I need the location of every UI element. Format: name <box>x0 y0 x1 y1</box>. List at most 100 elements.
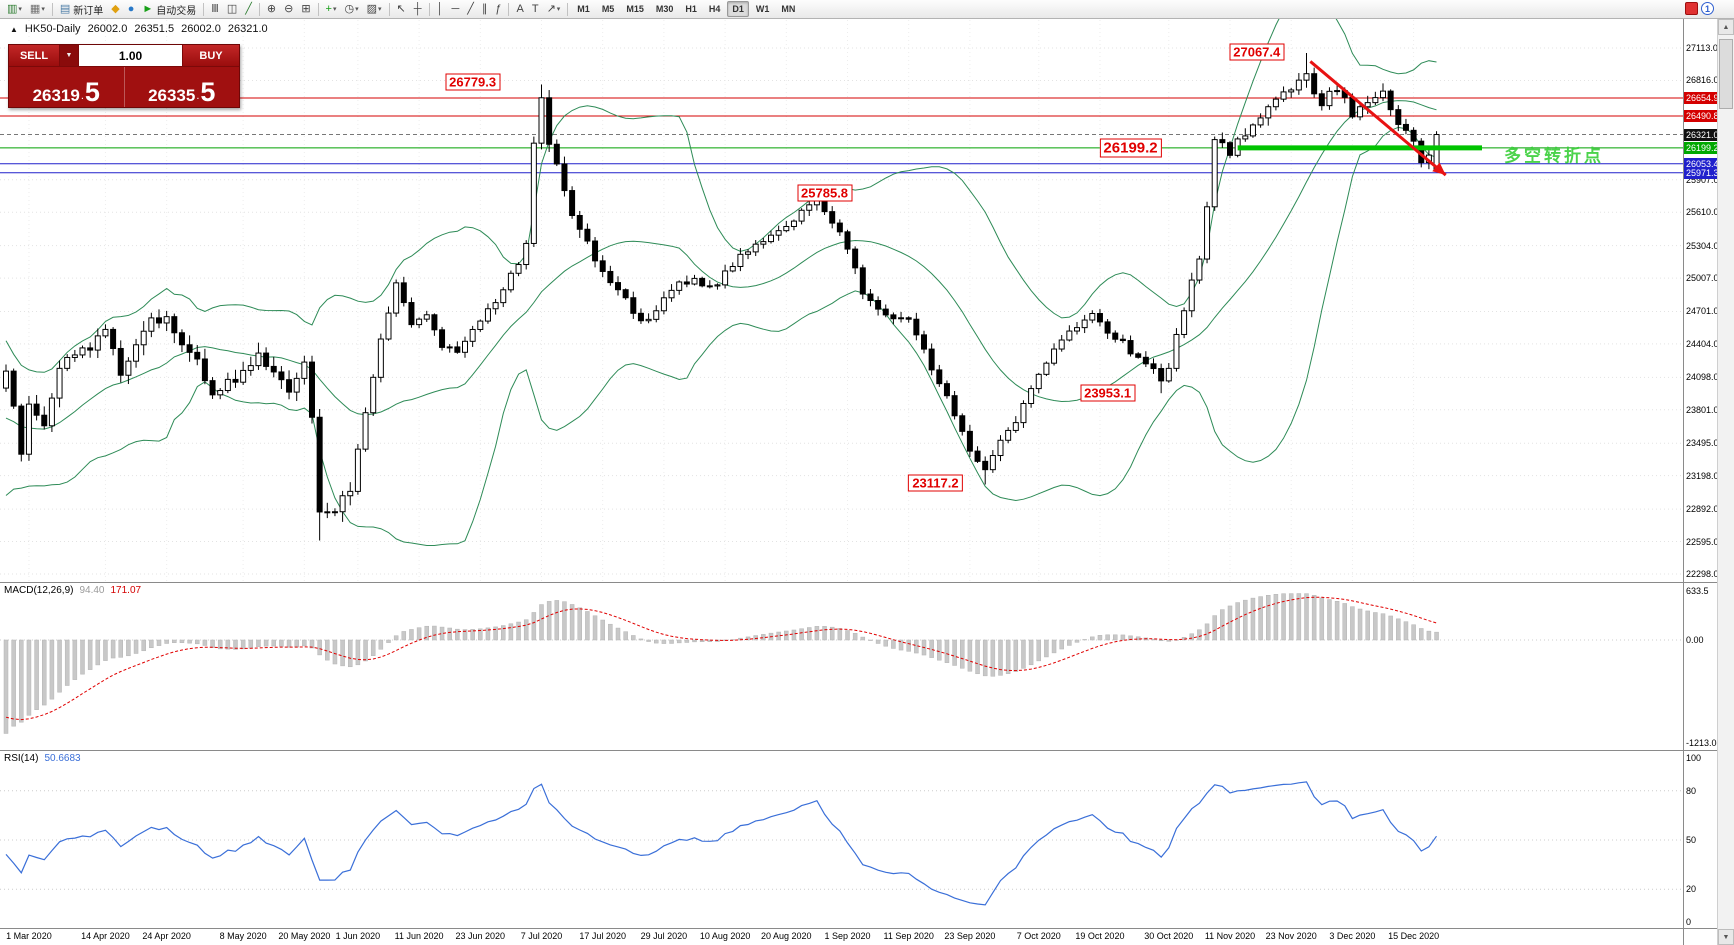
price-annotation[interactable]: 23953.1 <box>1080 384 1136 402</box>
zoom-in-button[interactable]: ⊕ <box>263 1 280 18</box>
arrows-button[interactable]: ↗ ▾ <box>543 1 565 18</box>
price-annotation[interactable]: 27067.4 <box>1229 43 1285 61</box>
grid-layer <box>0 20 1683 581</box>
chevron-down-icon: ▾ <box>355 6 359 13</box>
profiles-icon: ▦ <box>29 2 41 15</box>
text-button[interactable]: A <box>512 1 527 18</box>
periods-button[interactable]: ◷ ▾ <box>341 1 363 18</box>
sell-price[interactable]: 26319 . 5 <box>9 67 125 107</box>
date-axis-label: 23 Nov 2020 <box>1265 931 1317 941</box>
trade-panel-top-row: SELL ▼ 1.00 BUY <box>9 45 239 67</box>
new-chart-icon: ▥ <box>7 2 18 15</box>
sell-price-main: 26319 <box>32 86 80 105</box>
date-axis-label: 20 May 2020 <box>278 931 331 941</box>
price-axis[interactable]: 27113.0 26816.0 25907.0 25610.0 25304.0 25007… <box>1683 19 1722 945</box>
new-order-button[interactable]: ▤ 新订单 <box>56 1 107 18</box>
channel-button[interactable]: ∥ <box>478 1 492 18</box>
vertical-line-icon: │ <box>436 2 444 15</box>
date-axis-label: 20 Aug 2020 <box>761 931 812 941</box>
vertical-line-button[interactable]: │ <box>433 1 448 18</box>
rsi-axis-label: 100 <box>1686 753 1702 763</box>
autotrading-button[interactable]: ► 自动交易 <box>138 1 200 18</box>
timeframe-w1-button[interactable]: W1 <box>755 4 770 14</box>
text-label-button[interactable]: T <box>528 1 543 18</box>
scroll-up-icon[interactable]: ▲ <box>1718 19 1734 35</box>
macd-layer <box>0 593 1683 734</box>
new-chart-button[interactable]: ▥ ▾ <box>3 1 26 18</box>
alert-icon[interactable] <box>1685 2 1698 15</box>
timeframe-mn-button[interactable]: MN <box>781 4 796 14</box>
buy-button[interactable]: BUY <box>183 45 239 66</box>
metaeditor-button[interactable]: ◆ <box>107 1 123 18</box>
rsi-name: RSI(14) <box>4 753 39 764</box>
price-tick-label: 25304.0 <box>1686 240 1719 251</box>
sell-price-dot: . <box>80 89 84 102</box>
price-annotation[interactable]: 23117.2 <box>908 474 963 492</box>
high-value: 26351.5 <box>134 23 175 35</box>
scrollbar-thumb[interactable] <box>1719 39 1733 109</box>
date-axis-separator <box>0 928 1717 929</box>
timeframe-m1-button[interactable]: M1 <box>577 4 590 14</box>
macd-main-value: 94.40 <box>79 585 105 596</box>
timeframe-h4-button[interactable]: H4 <box>708 4 721 14</box>
price-chart-canvas[interactable] <box>0 0 1683 945</box>
candlestick-chart-button[interactable]: ◫ <box>223 1 241 18</box>
timeframe-h1-button[interactable]: H1 <box>685 4 697 14</box>
price-tick-label: 23801.0 <box>1686 404 1719 415</box>
chevron-down-icon: ▾ <box>41 6 45 13</box>
timeframe-d1-button[interactable]: D1 <box>727 1 749 17</box>
volume-dropdown[interactable]: ▼ <box>59 45 79 66</box>
timeframe-m15-button[interactable]: M15 <box>626 4 644 14</box>
fibonacci-button[interactable]: ƒ <box>491 1 505 18</box>
buy-price-dot: . <box>196 89 200 102</box>
market-watch-button[interactable]: ● <box>124 1 139 18</box>
price-tick-label: 26816.0 <box>1686 75 1719 86</box>
date-axis-label: 7 Oct 2020 <box>1016 931 1061 941</box>
price-annotation[interactable]: 26199.2 <box>1099 138 1162 158</box>
price-level-badge: 26321.0 <box>1684 128 1719 141</box>
timeframe-m5-button[interactable]: M5 <box>601 4 615 14</box>
price-annotation[interactable]: 26779.3 <box>445 73 501 91</box>
templates-button[interactable]: ▨ ▾ <box>363 1 386 18</box>
rsi-value: 50.6683 <box>44 753 81 764</box>
date-axis-label: 11 Sep 2020 <box>883 931 934 941</box>
volume-input[interactable]: 1.00 <box>79 45 183 66</box>
crosshair-button[interactable]: ┼ <box>410 1 426 18</box>
price-annotation[interactable]: 25785.8 <box>797 184 853 202</box>
macd-signal-value: 171.07 <box>110 585 142 596</box>
price-tick-label: 24404.0 <box>1686 338 1719 349</box>
indicators-button[interactable]: + ▾ <box>322 1 341 18</box>
price-level-badge: 26490.8 <box>1684 109 1719 122</box>
zoom-out-button[interactable]: ⊖ <box>280 1 297 18</box>
price-tick-label: 25007.0 <box>1686 273 1719 284</box>
chevron-down-icon: ▾ <box>18 6 22 13</box>
rsi-axis-label: 0 <box>1686 917 1692 927</box>
horizontal-line-button[interactable]: ─ <box>447 1 463 18</box>
sell-button[interactable]: SELL <box>9 45 59 66</box>
tile-windows-button[interactable]: ⊞ <box>297 1 314 18</box>
bar-chart-button[interactable]: Ⅲ <box>207 1 223 18</box>
line-chart-button[interactable]: ╱ <box>241 1 256 18</box>
buy-price-main: 26335 <box>148 86 196 105</box>
rsi-panel-separator[interactable] <box>0 750 1717 751</box>
trendline-button[interactable]: ╱ <box>463 1 478 18</box>
toolbar-separator <box>317 2 319 16</box>
cursor-button[interactable]: ↖ <box>393 1 410 18</box>
price-tick-label: 23495.0 <box>1686 438 1719 449</box>
periods-icon: ◷ <box>344 2 355 15</box>
timeframe-m30-button[interactable]: M30 <box>655 4 674 14</box>
date-axis[interactable]: 1 Mar 2020 14 Apr 2020 24 Apr 2020 8 May 20… <box>0 929 1683 945</box>
horizontal-line-icon: ─ <box>451 2 460 15</box>
toolbar-separator <box>51 2 53 16</box>
low-value: 26002.0 <box>181 23 221 35</box>
vertical-scrollbar[interactable]: ▲ ▼ <box>1717 19 1734 945</box>
chart-ohlc-line: ▲ HK50-Daily 26002.0 26351.5 26002.0 263… <box>10 23 268 35</box>
macd-axis-min: -1213.08 <box>1686 738 1722 748</box>
rsi-layer <box>0 781 1683 906</box>
price-tick-label: 22298.0 <box>1686 569 1719 579</box>
profiles-button[interactable]: ▦ ▾ <box>26 1 49 18</box>
scroll-down-icon[interactable]: ▼ <box>1718 929 1734 945</box>
macd-panel-separator[interactable] <box>0 582 1717 583</box>
market-watch-icon: ● <box>127 2 135 15</box>
buy-price[interactable]: 26335 . 5 <box>125 67 240 107</box>
